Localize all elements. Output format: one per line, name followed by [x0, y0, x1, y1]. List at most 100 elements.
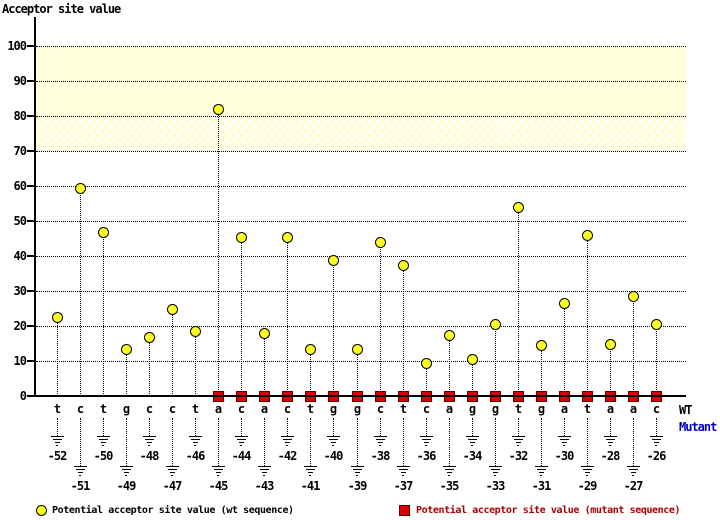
wt-point-stem — [333, 265, 334, 396]
position-label: -43 — [254, 479, 275, 493]
position-ground-icon — [442, 466, 456, 478]
wt-base-letter: c — [145, 402, 153, 416]
position-stem — [518, 418, 519, 436]
wt-point — [421, 358, 432, 369]
position-ground-icon — [534, 466, 548, 478]
position-stem — [195, 418, 196, 436]
wt-point-stem — [195, 336, 196, 396]
position-ground-icon — [73, 466, 87, 478]
position-label: -44 — [231, 449, 252, 463]
chart-title: Acceptor site value — [2, 2, 121, 16]
wt-base-letter: t — [399, 402, 407, 416]
wt-base-letter: a — [606, 402, 614, 416]
wt-point — [167, 304, 178, 315]
wt-point — [536, 340, 547, 351]
position-stem — [541, 418, 542, 466]
wt-point-stem — [403, 270, 404, 396]
position-stem — [633, 418, 634, 466]
position-label: -34 — [462, 449, 483, 463]
wt-point-stem — [310, 354, 311, 396]
wt-point-stem — [449, 340, 450, 396]
wt-point — [628, 291, 639, 302]
position-ground-icon — [50, 436, 64, 448]
position-ground-icon — [373, 436, 387, 448]
wt-base-letter: t — [514, 402, 522, 416]
position-stem — [380, 418, 381, 436]
wt-point — [582, 230, 593, 241]
wt-base-letter: g — [353, 402, 361, 416]
position-stem — [287, 418, 288, 436]
wt-point — [52, 312, 63, 323]
position-label: -48 — [139, 449, 160, 463]
position-ground-icon — [257, 466, 271, 478]
position-ground-icon — [188, 436, 202, 448]
y-tick-label: 20 — [13, 319, 27, 333]
position-stem — [103, 418, 104, 436]
position-stem — [403, 418, 404, 466]
wt-point-stem — [426, 368, 427, 396]
gridline — [36, 361, 686, 362]
position-stem — [310, 418, 311, 466]
position-label: -33 — [485, 479, 506, 493]
wt-point-stem — [287, 242, 288, 396]
position-stem — [218, 418, 219, 466]
legend-mutant-marker-icon — [399, 505, 410, 516]
position-ground-icon — [96, 436, 110, 448]
y-axis-tick — [27, 185, 35, 187]
wt-point-stem — [80, 193, 81, 396]
wt-point — [352, 344, 363, 355]
wt-point — [282, 232, 293, 243]
wt-point — [213, 104, 224, 115]
wt-point — [98, 227, 109, 238]
y-axis-tick — [27, 325, 35, 327]
wt-point-stem — [518, 212, 519, 396]
y-tick-label: 80 — [13, 109, 27, 123]
wt-base-letter: c — [76, 402, 84, 416]
wt-point-stem — [126, 354, 127, 396]
legend-wt-marker-icon — [36, 505, 47, 516]
wt-point — [490, 319, 501, 330]
legend-wt-label: Potential acceptor site value (wt sequen… — [52, 505, 294, 516]
position-ground-icon — [211, 466, 225, 478]
position-label: -41 — [300, 479, 321, 493]
position-stem — [357, 418, 358, 466]
position-ground-icon — [649, 436, 663, 448]
wt-base-letter: c — [422, 402, 430, 416]
mutant-row-label: Mutant — [679, 420, 717, 434]
position-label: -52 — [47, 449, 68, 463]
position-stem — [80, 418, 81, 466]
score-band-hatch — [36, 116, 686, 151]
position-stem — [656, 418, 657, 436]
position-ground-icon — [396, 466, 410, 478]
y-axis-tick — [27, 45, 35, 47]
y-axis-tick — [27, 290, 35, 292]
position-ground-icon — [557, 436, 571, 448]
wt-base-letter: c — [237, 402, 245, 416]
y-tick-label: 70 — [13, 144, 27, 158]
position-label: -46 — [185, 449, 206, 463]
wt-point — [444, 330, 455, 341]
y-axis-tick — [27, 255, 35, 257]
wt-point-stem — [357, 354, 358, 396]
y-axis-tick — [27, 220, 35, 222]
position-ground-icon — [580, 466, 594, 478]
wt-point-stem — [541, 350, 542, 396]
wt-base-letter: a — [260, 402, 268, 416]
y-axis — [34, 17, 36, 397]
wt-point — [190, 326, 201, 337]
wt-point — [328, 255, 339, 266]
wt-point-stem — [656, 329, 657, 396]
wt-point — [259, 328, 270, 339]
wt-point-stem — [610, 349, 611, 396]
position-ground-icon — [165, 466, 179, 478]
position-stem — [426, 418, 427, 436]
wt-base-letter: g — [122, 402, 130, 416]
gridline — [36, 291, 686, 292]
position-stem — [495, 418, 496, 466]
position-label: -45 — [208, 479, 229, 493]
position-ground-icon — [303, 466, 317, 478]
wt-base-letter: t — [191, 402, 199, 416]
position-label: -37 — [393, 479, 414, 493]
position-ground-icon — [350, 466, 364, 478]
